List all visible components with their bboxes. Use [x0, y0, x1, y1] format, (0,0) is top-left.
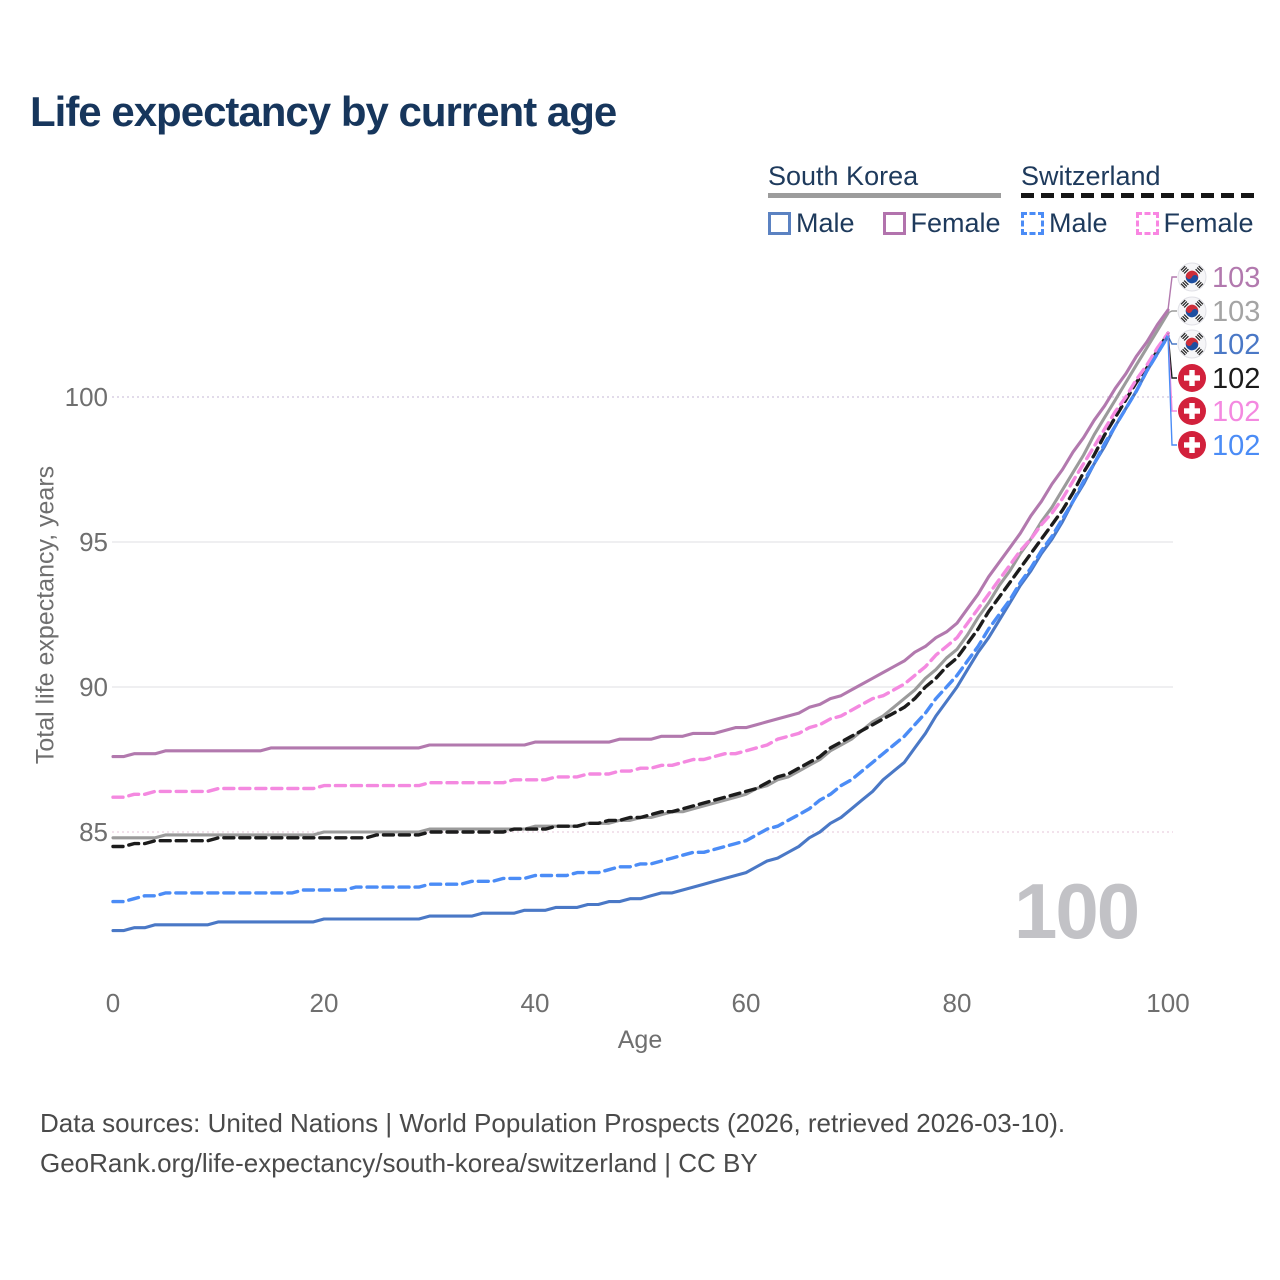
legend-country-switzerland[interactable]: Switzerland — [1021, 162, 1254, 198]
end-label-connector-south-korea-male — [1167, 335, 1177, 345]
switzerland-male-swatch — [1021, 212, 1044, 235]
end-label-row-switzerland-both-sexes: 102 — [1178, 363, 1260, 395]
legend-item-south-korea-female[interactable]: Female — [882, 208, 1001, 239]
y-tick-90: 90 — [79, 672, 108, 702]
x-tick-0: 0 — [105, 988, 121, 1018]
legend-item-switzerland-female[interactable]: Female — [1135, 208, 1254, 239]
x-tick-100: 100 — [1146, 988, 1190, 1018]
x-tick-80: 80 — [942, 988, 972, 1018]
series-line-south-korea-both-sexes[interactable] — [111, 311, 1170, 840]
x-tick-60: 60 — [731, 988, 761, 1018]
legend-item-south-korea-male[interactable]: Male — [768, 208, 855, 239]
switzerland-flag-icon — [1178, 397, 1206, 425]
end-label-row-south-korea-female: 103 — [1177, 262, 1260, 294]
end-label-value-switzerland-female: 102 — [1212, 396, 1260, 428]
end-label-connector-switzerland-male — [1167, 336, 1177, 446]
switzerland-line-style-swatch — [1021, 193, 1254, 198]
switzerland-flag-icon — [1178, 431, 1206, 459]
attribution-link: GeoRank.org/life-expectancy/south-korea/… — [40, 1148, 758, 1178]
x-tick-20: 20 — [309, 988, 339, 1018]
end-label-value-south-korea-male: 102 — [1212, 329, 1260, 361]
legend-item-label: Male — [796, 208, 855, 238]
legend-item-switzerland-male[interactable]: Male — [1021, 208, 1108, 239]
south-korea-flag-icon — [1177, 296, 1207, 326]
south-korea-line-style-swatch — [768, 193, 1001, 198]
legend-item-label: Female — [910, 208, 1001, 238]
legend-item-label: Male — [1049, 208, 1108, 238]
series-line-south-korea-male[interactable] — [111, 334, 1170, 933]
south-korea-female-swatch — [882, 212, 906, 235]
series-line-switzerland-both-sexes[interactable] — [111, 331, 1170, 849]
end-label-value-south-korea-female: 103 — [1212, 262, 1260, 294]
end-label-connector-south-korea-both-sexes — [1167, 310, 1177, 314]
legend-group-switzerland: Switzerland Male Female — [1021, 162, 1254, 239]
end-label-value-switzerland-both-sexes: 102 — [1212, 363, 1260, 395]
series-line-south-korea-female[interactable] — [111, 308, 1170, 759]
legend-country-south-korea[interactable]: South Korea — [768, 162, 1001, 198]
page-title: Life expectancy by current age — [30, 88, 617, 135]
legend-country-label: Switzerland — [1021, 161, 1161, 191]
legend-country-label: South Korea — [768, 161, 919, 191]
end-label-row-switzerland-male: 102 — [1178, 430, 1260, 462]
legend-group-south-korea: South Korea Male Female — [768, 162, 1001, 239]
x-tick-40: 40 — [520, 988, 550, 1018]
south-korea-male-swatch — [768, 212, 791, 235]
end-label-row-south-korea-both-sexes: 103 — [1177, 296, 1260, 328]
legend-item-label: Female — [1163, 208, 1254, 238]
age-watermark: 100 — [1014, 867, 1140, 955]
end-label-value-switzerland-male: 102 — [1212, 430, 1260, 462]
end-label-row-south-korea-male: 102 — [1177, 329, 1260, 361]
south-korea-flag-icon — [1177, 262, 1207, 292]
series-line-switzerland-female[interactable] — [111, 331, 1170, 799]
series-line-switzerland-male[interactable] — [111, 334, 1170, 904]
y-tick-95: 95 — [79, 527, 108, 557]
south-korea-flag-icon — [1177, 329, 1207, 359]
x-axis-title: Age — [617, 1026, 663, 1054]
end-label-row-switzerland-female: 102 — [1178, 396, 1260, 428]
y-tick-85: 85 — [79, 817, 108, 847]
data-source-note: Data sources: United Nations | World Pop… — [40, 1108, 1066, 1138]
end-label-value-south-korea-both-sexes: 103 — [1212, 296, 1260, 328]
switzerland-flag-icon — [1178, 364, 1206, 392]
end-label-connector-south-korea-female — [1167, 276, 1177, 311]
y-tick-100: 100 — [64, 382, 108, 412]
switzerland-female-swatch — [1135, 212, 1159, 235]
